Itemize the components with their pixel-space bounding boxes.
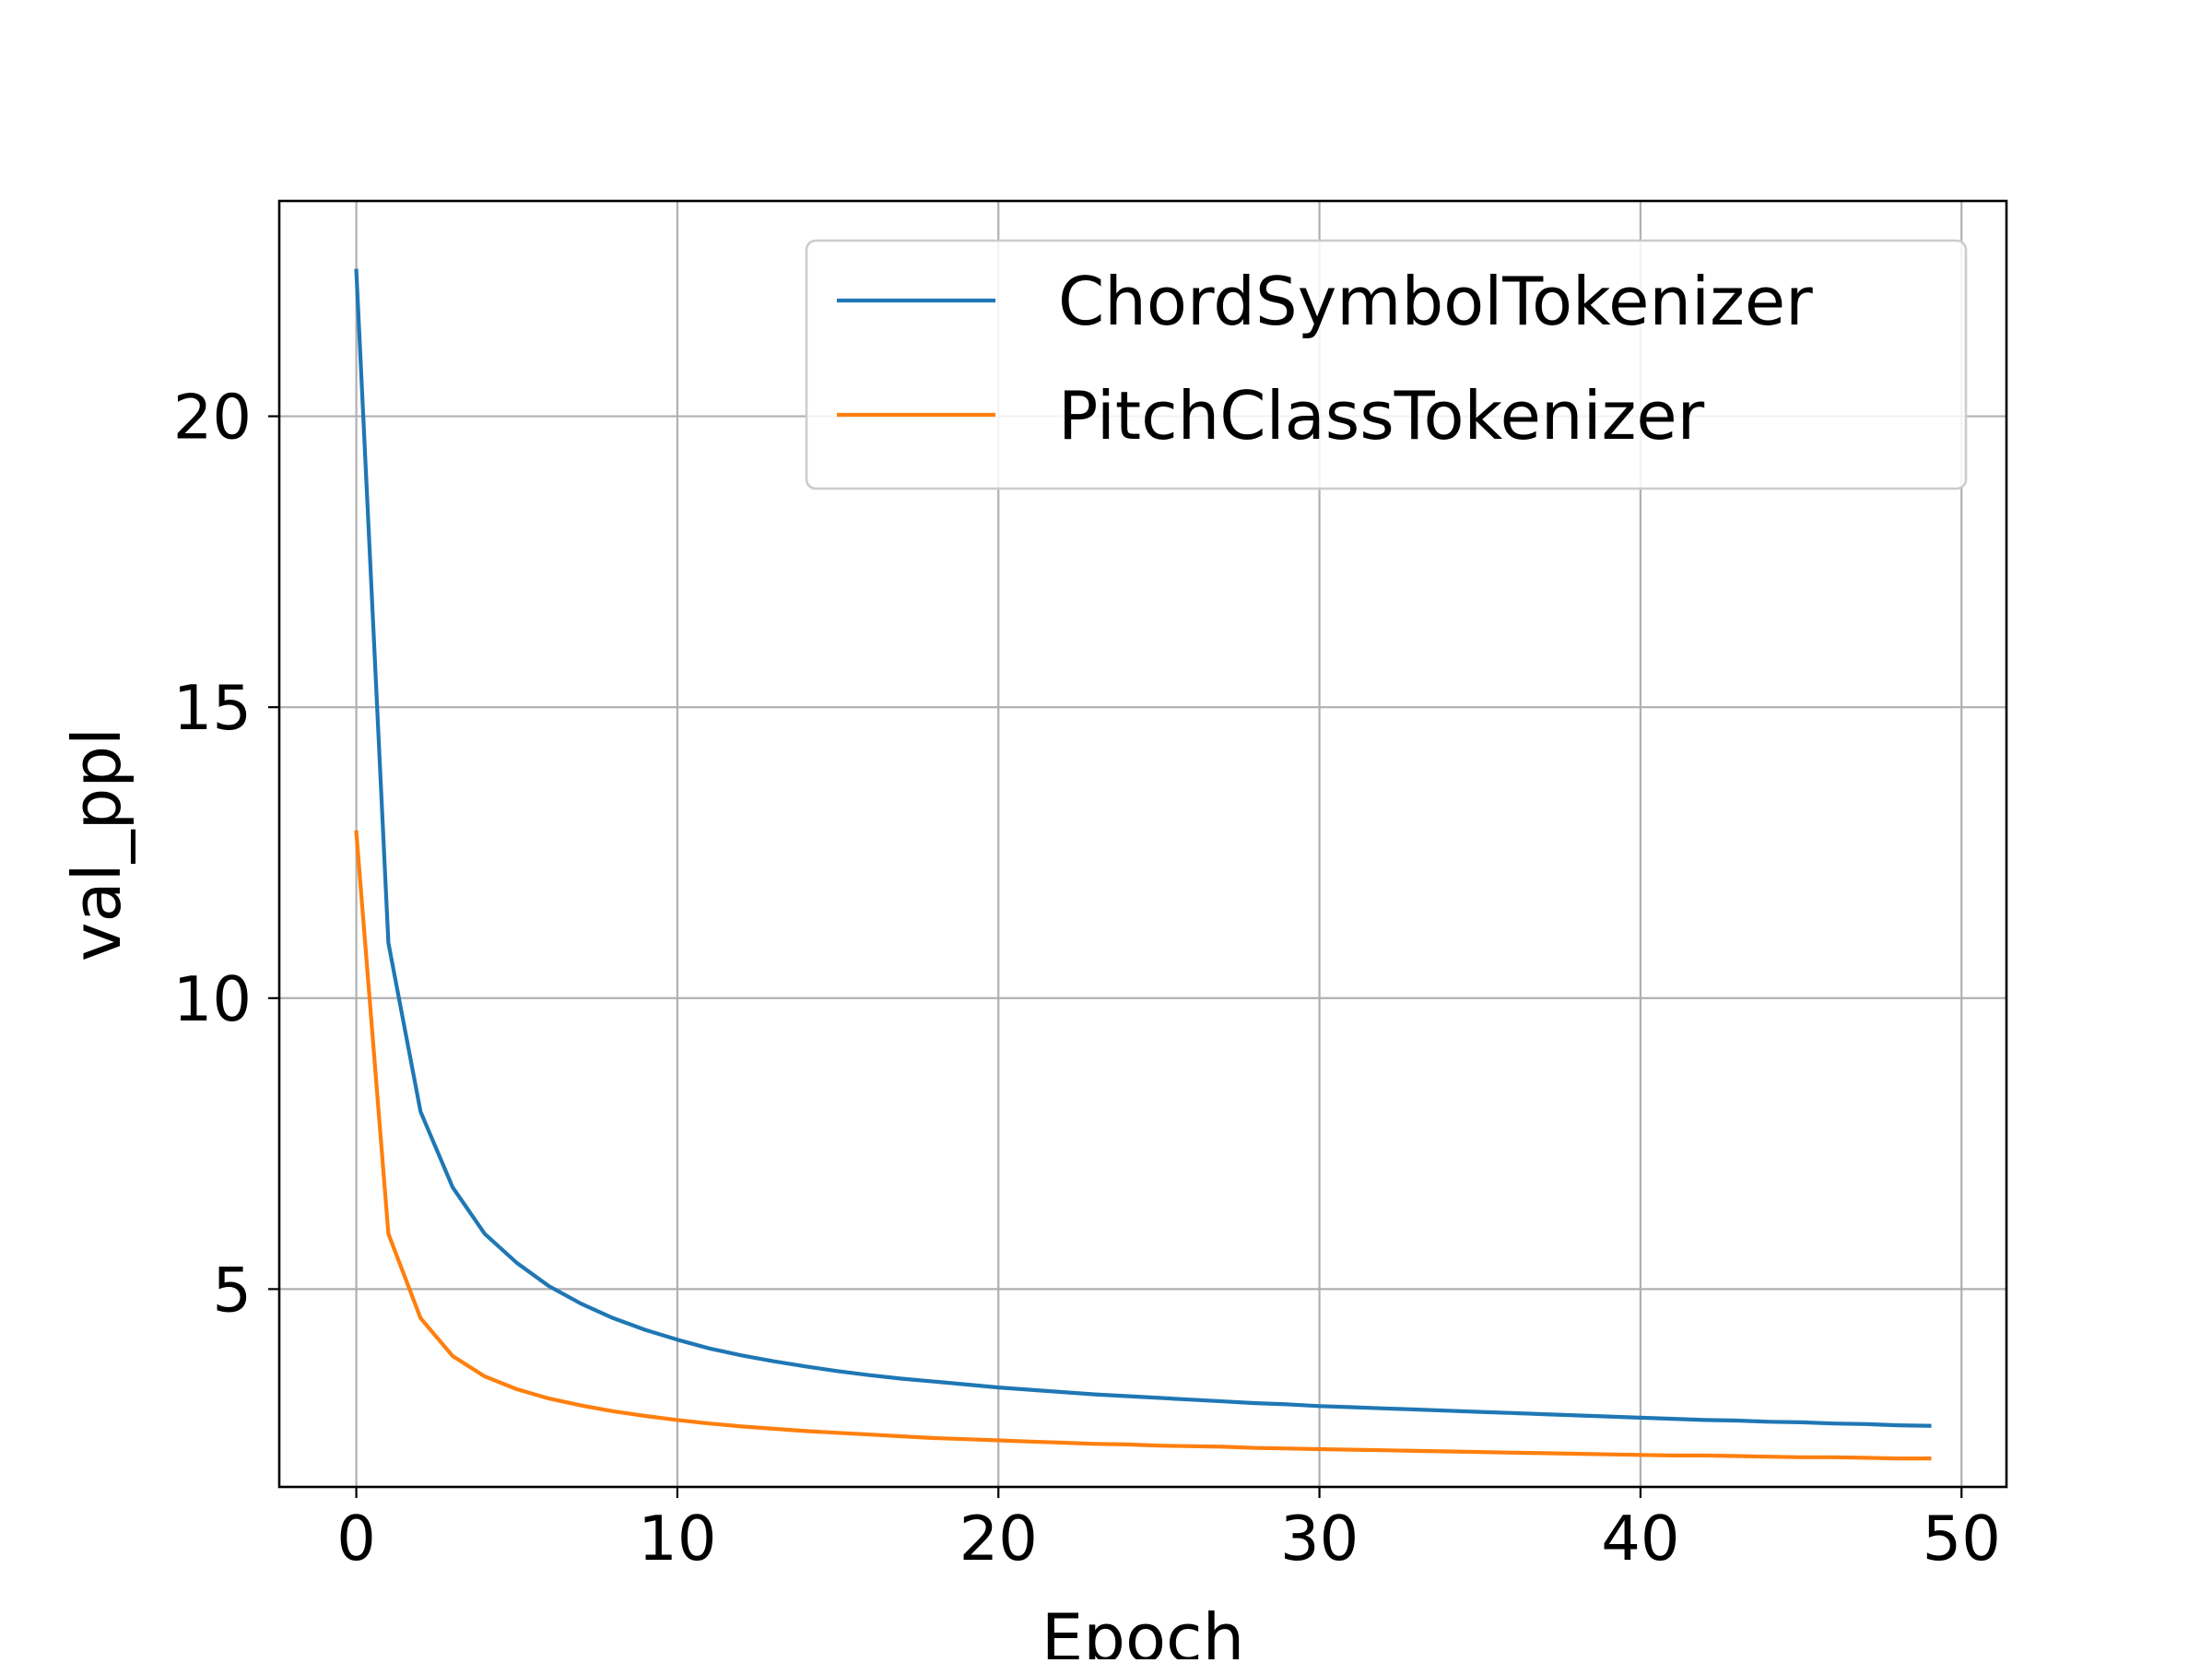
x-tick-label: 40 [1601,1503,1679,1575]
x-axis-label: Epoch [1041,1599,1244,1659]
x-tick-label: 10 [638,1503,716,1575]
y-tick-label: 10 [173,963,252,1035]
legend-box [805,239,1968,490]
legend-label: ChordSymbolTokenizer [1058,263,1813,340]
legend: ChordSymbolTokenizer PitchClassTokenizer [805,239,1968,490]
legend-label: PitchClassTokenizer [1058,377,1705,454]
axis-ticks: 0 10 20 30 40 50 5 10 15 20 [173,382,2001,1575]
x-tick-label: 20 [959,1503,1038,1575]
y-tick-label: 15 [173,672,252,744]
x-tick-label: 30 [1280,1503,1359,1575]
plot-frame [277,199,2008,1489]
series-lines [354,268,1932,1461]
x-tick-label: 50 [1923,1503,2001,1575]
y-axis-label: val_ppl [58,727,135,961]
y-tick-label: 20 [173,382,252,454]
x-tick-label: 0 [336,1503,376,1575]
series-line [354,268,1932,1428]
y-tick-label: 5 [212,1254,252,1326]
series-line [354,830,1932,1461]
